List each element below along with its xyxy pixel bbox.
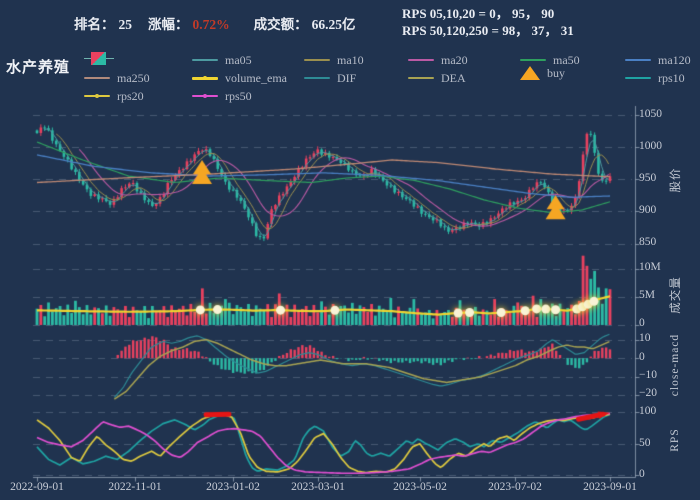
line-swatch-icon	[192, 59, 218, 61]
x-date-tick: 2023-09-01	[583, 481, 637, 493]
header-stats: 排名： 25 涨幅： 0.72% 成交额： 66.25亿	[74, 13, 356, 33]
buy-triangle-icon	[520, 66, 540, 80]
x-date-tick: 2023-05-02	[393, 481, 447, 493]
legend-item-rps50: rps50	[192, 89, 252, 103]
x-date-tick: 2023-01-02	[206, 481, 260, 493]
legend-item-ma50: ma50	[520, 53, 580, 67]
line-swatch-icon	[304, 77, 330, 79]
x-date-tick: 2022-11-01	[108, 481, 162, 493]
rps-tick: 100	[639, 405, 657, 417]
line-swatch-icon	[625, 77, 651, 79]
legend-item-buy: buy	[520, 66, 565, 80]
rps-line-1: RPS 05,10,20 = 0， 95， 90	[402, 6, 555, 21]
line-swatch-icon	[192, 76, 218, 80]
macd-tick: −10	[639, 369, 657, 381]
legend-item-dea: DEA	[408, 71, 466, 85]
volume-tick: 10M	[639, 261, 661, 273]
legend-item-ma05: ma05	[192, 53, 252, 67]
change-label: 涨幅：	[148, 17, 189, 32]
macd-tick: 10	[639, 332, 651, 344]
rank-label: 排名：	[74, 17, 115, 32]
legend-item-rps20: rps20	[84, 89, 144, 103]
line-swatch-icon	[192, 94, 218, 98]
volume-tick: 0	[639, 317, 645, 329]
line-swatch-icon	[304, 59, 330, 61]
legend-item-ma120: ma120	[625, 53, 691, 67]
macd-tick: −20	[639, 387, 657, 399]
legend-item-volume-ema: volume_ema	[192, 71, 287, 85]
legend-item-ma10: ma10	[304, 53, 364, 67]
x-date-tick: 2022-09-01	[10, 481, 64, 493]
macd-axis-title: close-macd	[669, 333, 681, 397]
legend-item-ma250: ma250	[84, 71, 150, 85]
price-tick: 850	[639, 236, 657, 248]
sector-label: 水产养殖	[6, 59, 71, 76]
candlestick-icon	[84, 51, 114, 66]
line-swatch-icon	[520, 59, 546, 61]
rank-value: 25	[118, 17, 133, 32]
x-date-tick: 2023-03-01	[291, 481, 345, 493]
price-tick: 1000	[639, 140, 662, 152]
line-swatch-icon	[84, 77, 110, 79]
price-tick: 900	[639, 204, 657, 216]
legend-item-dif: DIF	[304, 71, 356, 85]
legend-item-candle	[84, 51, 121, 65]
volume-tick: 5M	[639, 289, 655, 301]
price-tick: 1050	[639, 108, 662, 120]
turnover-value: 66.25亿	[311, 17, 356, 32]
rps-axis-title: RPS	[669, 428, 681, 452]
rps-tick: 0	[639, 468, 645, 480]
price-axis-title: 股价	[670, 167, 682, 193]
line-swatch-icon	[84, 94, 110, 98]
change-value: 0.72%	[192, 17, 230, 32]
rps-header: RPS 05,10,20 = 0， 95， 90 RPS 50,120,250 …	[402, 5, 574, 39]
legend-item-ma20: ma20	[408, 53, 468, 67]
line-swatch-icon	[408, 59, 434, 61]
rps-line-2: RPS 50,120,250 = 98， 37， 31	[402, 23, 574, 38]
turnover-label: 成交额：	[253, 17, 308, 32]
macd-tick: 0	[639, 351, 645, 363]
x-date-tick: 2023-07-02	[488, 481, 542, 493]
rps-tick: 50	[639, 437, 651, 449]
legend-item-rps10: rps10	[625, 71, 685, 85]
line-swatch-icon	[625, 59, 651, 61]
volume-axis-title: 成交量	[670, 276, 682, 314]
price-tick: 950	[639, 172, 657, 184]
line-swatch-icon	[408, 77, 434, 79]
